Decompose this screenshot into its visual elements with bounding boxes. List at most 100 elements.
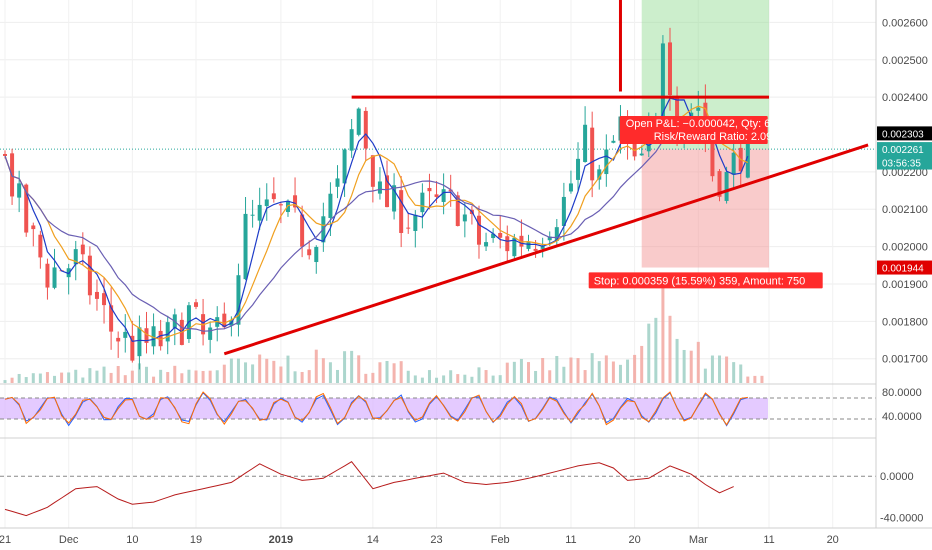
oscillator-tick-label: -40.0000 bbox=[880, 513, 923, 525]
volume-bar bbox=[102, 366, 106, 383]
candle bbox=[144, 328, 149, 343]
candle bbox=[73, 249, 78, 265]
stop-label-bg bbox=[588, 272, 823, 289]
volume-bar bbox=[477, 367, 481, 383]
time-tick-label: Feb bbox=[491, 534, 510, 546]
price-tick-label: 0.002200 bbox=[882, 167, 928, 179]
candle bbox=[335, 178, 340, 187]
candle bbox=[568, 183, 573, 192]
entry-tag bbox=[877, 142, 932, 157]
volume-bar bbox=[279, 366, 283, 383]
stop-tag bbox=[877, 260, 932, 275]
candle bbox=[448, 189, 453, 192]
volume-bar bbox=[265, 358, 269, 383]
volume-bar bbox=[201, 370, 205, 383]
candle bbox=[427, 187, 432, 192]
candle bbox=[307, 249, 312, 256]
candle bbox=[349, 129, 354, 151]
price-tick-label: 0.001900 bbox=[882, 279, 928, 291]
candle bbox=[3, 154, 7, 156]
volume-bar bbox=[689, 350, 693, 383]
volume-bar bbox=[137, 363, 141, 383]
volume-bar bbox=[24, 377, 28, 383]
volume-bar bbox=[335, 369, 339, 383]
volume-bar bbox=[173, 365, 177, 383]
stop-zone bbox=[641, 149, 770, 268]
volume-bar bbox=[236, 358, 240, 383]
volume-bar bbox=[343, 351, 347, 383]
candle bbox=[420, 192, 425, 213]
time-tick-label: Dec bbox=[59, 534, 79, 546]
candle bbox=[278, 204, 283, 206]
candle bbox=[413, 214, 418, 231]
volume-bar bbox=[725, 356, 729, 383]
candle bbox=[455, 195, 460, 227]
volume-bar bbox=[555, 355, 559, 383]
price-tick-label: 0.002500 bbox=[882, 55, 928, 67]
time-tick-label: 21 bbox=[0, 534, 11, 546]
volume-bar bbox=[81, 377, 85, 383]
price-tick-label: 0.001800 bbox=[882, 316, 928, 328]
volume-bar bbox=[88, 368, 92, 383]
candle bbox=[94, 291, 99, 299]
volume-bar bbox=[739, 364, 743, 383]
candle bbox=[293, 195, 298, 208]
volume-bar bbox=[272, 360, 276, 383]
volume-bar bbox=[307, 370, 311, 383]
candle bbox=[271, 193, 276, 200]
candle bbox=[696, 107, 701, 111]
candle bbox=[342, 149, 347, 184]
volume-bar bbox=[45, 372, 49, 383]
volume-bar bbox=[456, 374, 460, 383]
price-pane: Open P&L: −0.000042, Qty: 696378Risk/Rew… bbox=[0, 0, 876, 528]
pnl-label: Open P&L: −0.000042, Qty: 696378 bbox=[626, 118, 801, 130]
time-tick-label: 23 bbox=[430, 534, 442, 546]
volume-bar bbox=[392, 363, 396, 383]
volume-bar bbox=[286, 355, 290, 383]
candle bbox=[476, 215, 481, 245]
time-tick-label: 2019 bbox=[269, 534, 293, 546]
countdown-tag-label: 03:56:35 bbox=[882, 159, 921, 170]
volume-bar bbox=[647, 323, 651, 383]
candle bbox=[667, 42, 672, 96]
volume-bar bbox=[159, 369, 163, 383]
candle bbox=[724, 171, 729, 201]
volume-bar bbox=[449, 370, 453, 383]
candle bbox=[31, 225, 36, 230]
volume-bar bbox=[583, 370, 587, 383]
volume-bar bbox=[682, 349, 686, 383]
volume-bar bbox=[498, 375, 502, 383]
volume-bar bbox=[166, 372, 170, 383]
candle bbox=[17, 183, 22, 198]
volume-bar bbox=[527, 362, 531, 383]
candle bbox=[512, 237, 517, 257]
volume-bar bbox=[364, 373, 368, 383]
volume-bar bbox=[385, 360, 389, 383]
candle bbox=[377, 181, 382, 194]
last-price-tag bbox=[877, 126, 932, 141]
ma-medium bbox=[4, 105, 749, 341]
volume-bar bbox=[760, 375, 764, 383]
volume-bar bbox=[661, 287, 665, 383]
volume-bar bbox=[548, 370, 552, 383]
volume-bar bbox=[442, 375, 446, 383]
candle bbox=[462, 214, 467, 222]
volume-bar bbox=[208, 370, 212, 383]
time-tick-label: 11 bbox=[565, 534, 576, 546]
price-tick-label: 0.002400 bbox=[882, 92, 928, 104]
volume-bar bbox=[406, 370, 410, 383]
volume-bar bbox=[31, 373, 35, 383]
volume-bar bbox=[463, 374, 467, 383]
volume-bar bbox=[194, 370, 198, 383]
candle bbox=[547, 236, 552, 241]
rsi-tick-label: 80.0000 bbox=[882, 387, 922, 399]
volume-bar bbox=[321, 358, 325, 383]
rsi-pane bbox=[0, 383, 876, 427]
candle bbox=[137, 327, 142, 357]
candle bbox=[87, 255, 92, 296]
candle bbox=[533, 248, 538, 251]
volume-bar bbox=[53, 375, 57, 383]
volume-bar bbox=[611, 361, 615, 383]
